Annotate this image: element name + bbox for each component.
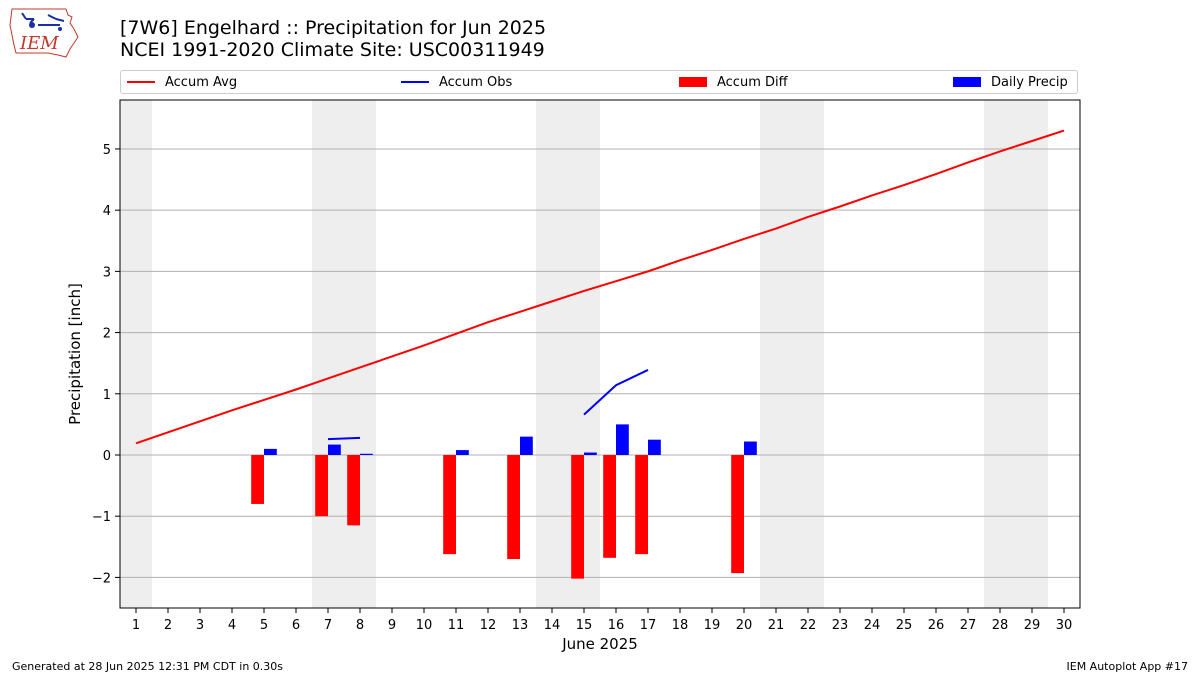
chart-legend: Accum Avg Accum Obs Accum Diff Daily Pre… bbox=[120, 70, 1078, 94]
weekend-band bbox=[536, 100, 600, 608]
accum-diff-bar bbox=[603, 454, 616, 558]
iem-logo: IEM bbox=[9, 8, 79, 58]
x-tick-label: 12 bbox=[480, 618, 497, 633]
legend-swatch-accum-diff bbox=[679, 77, 707, 87]
legend-item-accum-obs: Accum Obs bbox=[401, 71, 512, 93]
logo-text: IEM bbox=[19, 33, 59, 54]
y-gridlines bbox=[120, 148, 1080, 578]
accum-obs-line bbox=[583, 369, 649, 416]
accum-diff-bar bbox=[731, 454, 744, 574]
weekend-shading bbox=[120, 100, 1048, 608]
legend-item-accum-diff: Accum Diff bbox=[679, 71, 788, 93]
legend-swatch-daily-precip bbox=[953, 77, 981, 87]
x-tick-label: 25 bbox=[896, 618, 913, 633]
daily-precip-bar bbox=[744, 441, 757, 455]
accum-diff-bar bbox=[251, 454, 264, 504]
x-tick-label: 8 bbox=[356, 618, 364, 633]
weekend-band bbox=[984, 100, 1048, 608]
x-tick-label: 11 bbox=[448, 618, 465, 633]
legend-label-accum-avg: Accum Avg bbox=[165, 74, 238, 90]
daily-precip-bar bbox=[648, 439, 661, 455]
weekend-band bbox=[760, 100, 824, 608]
lines bbox=[135, 129, 1065, 445]
legend-item-accum-avg: Accum Avg bbox=[127, 71, 237, 93]
legend-swatch-accum-avg bbox=[127, 81, 155, 83]
y-tick-label: 0 bbox=[103, 449, 111, 464]
x-tick-label: 4 bbox=[228, 618, 236, 633]
bars bbox=[251, 424, 757, 579]
x-tick-label: 26 bbox=[928, 618, 945, 633]
y-ticks: −2 −1 0 1 2 3 4 5 bbox=[92, 143, 120, 586]
legend-item-daily-precip: Daily Precip bbox=[953, 71, 1068, 93]
x-axis-label: June 2025 bbox=[561, 635, 638, 653]
y-tick-label: −2 bbox=[92, 571, 111, 586]
x-tick-label: 2 bbox=[164, 618, 172, 633]
x-tick-label: 1 bbox=[132, 618, 140, 633]
y-tick-label: 1 bbox=[103, 388, 111, 403]
y-tick-label: −1 bbox=[92, 510, 111, 525]
accum-diff-bar bbox=[443, 454, 456, 555]
x-tick-label: 9 bbox=[388, 618, 396, 633]
x-tick-label: 5 bbox=[260, 618, 268, 633]
y-tick-label: 3 bbox=[103, 265, 111, 280]
chart-title-line2: NCEI 1991-2020 Climate Site: USC00311949 bbox=[120, 39, 545, 61]
x-tick-label: 23 bbox=[832, 618, 849, 633]
y-tick-label: 5 bbox=[103, 143, 111, 158]
accum-diff-bar bbox=[571, 454, 584, 579]
x-tick-label: 21 bbox=[768, 618, 785, 633]
daily-precip-bar bbox=[328, 444, 341, 455]
app-footer: IEM Autoplot App #17 bbox=[1066, 660, 1189, 673]
x-tick-label: 20 bbox=[736, 618, 753, 633]
x-tick-label: 6 bbox=[292, 618, 300, 633]
daily-precip-bar bbox=[264, 448, 277, 455]
daily-precip-bar bbox=[616, 424, 629, 455]
x-tick-label: 14 bbox=[544, 618, 561, 633]
x-tick-label: 18 bbox=[672, 618, 689, 633]
y-tick-label: 4 bbox=[103, 204, 111, 219]
x-tick-label: 22 bbox=[800, 618, 817, 633]
chart-title-line1: [7W6] Engelhard :: Precipitation for Jun… bbox=[120, 17, 547, 39]
x-tick-label: 13 bbox=[512, 618, 529, 633]
x-tick-label: 10 bbox=[416, 618, 433, 633]
generated-footer: Generated at 28 Jun 2025 12:31 PM CDT in… bbox=[12, 660, 284, 673]
x-tick-label: 24 bbox=[864, 618, 881, 633]
x-tick-label: 17 bbox=[640, 618, 657, 633]
y-axis-label: Precipitation [inch] bbox=[66, 283, 84, 425]
x-tick-label: 7 bbox=[324, 618, 332, 633]
weekend-band bbox=[120, 100, 152, 608]
x-tick-label: 3 bbox=[196, 618, 204, 633]
daily-precip-bar bbox=[360, 453, 373, 455]
legend-label-daily-precip: Daily Precip bbox=[991, 74, 1068, 90]
accum-diff-bar bbox=[347, 454, 360, 526]
daily-precip-bar bbox=[456, 450, 469, 455]
x-tick-label: 29 bbox=[1024, 618, 1041, 633]
accum-obs-line bbox=[327, 436, 361, 441]
accum-diff-bar bbox=[315, 454, 328, 517]
accum-diff-bar bbox=[507, 454, 520, 560]
x-tick-label: 19 bbox=[704, 618, 721, 633]
legend-label-accum-diff: Accum Diff bbox=[717, 74, 788, 90]
daily-precip-bar bbox=[584, 452, 597, 455]
legend-label-accum-obs: Accum Obs bbox=[439, 74, 513, 90]
accum-avg-line bbox=[135, 129, 1065, 445]
x-tick-label: 16 bbox=[608, 618, 625, 633]
plot-frame bbox=[119, 99, 1081, 609]
x-tick-label: 27 bbox=[960, 618, 977, 633]
daily-precip-bar bbox=[520, 436, 533, 455]
x-ticks: 1 2 3 4 5 6 7 8 9 10 11 12 13 14 15 16 17 18 19 20 21 22 23 24 2… bbox=[132, 608, 1072, 633]
x-tick-label: 28 bbox=[992, 618, 1009, 633]
x-tick-label: 15 bbox=[576, 618, 593, 633]
x-tick-label: 30 bbox=[1056, 618, 1073, 633]
legend-swatch-accum-obs bbox=[401, 81, 429, 83]
y-tick-label: 2 bbox=[103, 327, 111, 342]
weekend-band bbox=[312, 100, 376, 608]
accum-diff-bar bbox=[635, 454, 648, 555]
